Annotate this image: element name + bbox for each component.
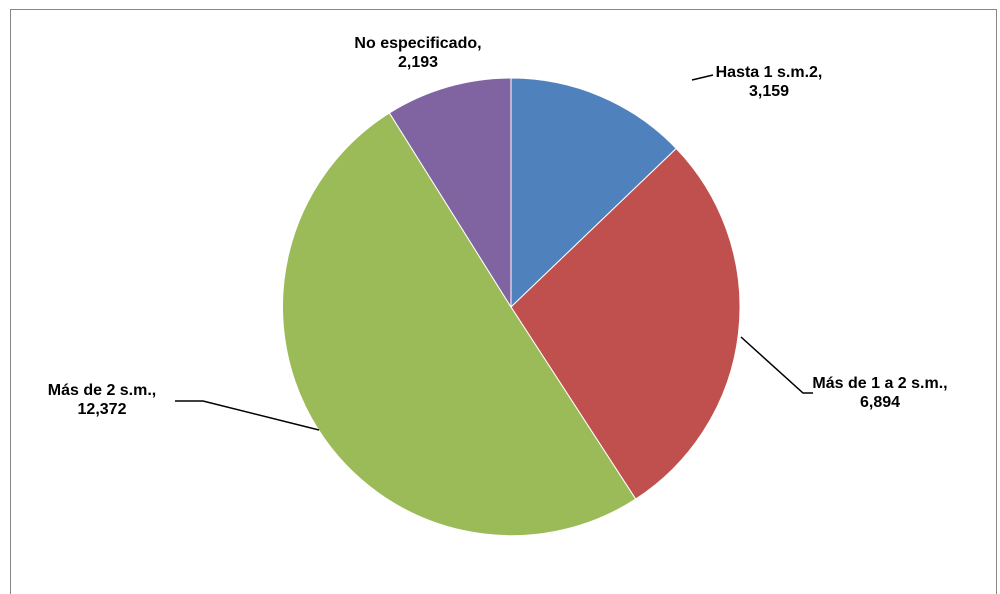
data-label-category: Más de 1 a 2 s.m., <box>812 375 947 392</box>
pie-slice-mas-de-1-a-2-s-m <box>510 147 741 500</box>
data-label-value: 6,894 <box>860 394 900 411</box>
data-label-value: 2,193 <box>398 54 438 71</box>
data-label-category: Más de 2 s.m., <box>48 382 157 399</box>
pie-slice-no-especificado <box>388 77 512 309</box>
leader-line-hasta-1-s-m-2 <box>691 74 714 81</box>
pie-slice-hasta-1-s-m-2 <box>510 77 677 309</box>
data-label-hasta-1-s-m-2: Hasta 1 s.m.2, 3,159 <box>716 64 823 100</box>
leader-line-mas-de-2-s-m <box>175 400 320 431</box>
data-label-mas-de-2-s-m: Más de 2 s.m., 12,372 <box>48 382 157 418</box>
data-label-category: Hasta 1 s.m.2, <box>716 64 823 81</box>
data-label-value: 3,159 <box>749 83 789 100</box>
data-label-value: 12,372 <box>78 401 127 418</box>
leader-line-mas-de-1-a-2-s-m <box>740 336 813 394</box>
data-label-category: No especificado, <box>354 35 481 52</box>
data-label-no-especificado: No especificado, 2,193 <box>354 35 481 71</box>
data-label-mas-de-1-a-2-s-m: Más de 1 a 2 s.m., 6,894 <box>812 375 947 411</box>
